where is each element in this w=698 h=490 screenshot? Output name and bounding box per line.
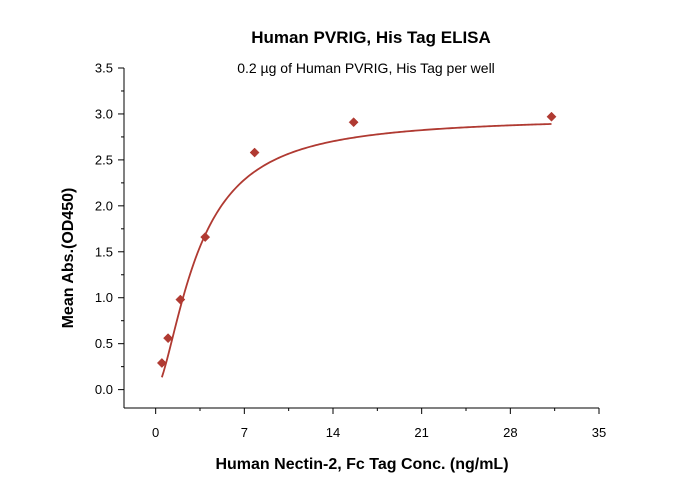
y-axis-label: Mean Abs.(OD450) xyxy=(60,188,77,329)
data-point xyxy=(249,147,260,158)
y-tick-label: 1.5 xyxy=(95,244,113,259)
y-tick-label: 0.5 xyxy=(95,336,113,351)
y-tick-label: 1.0 xyxy=(95,290,113,305)
data-point xyxy=(175,294,186,305)
x-tick-label: 35 xyxy=(592,425,606,440)
y-tick-label: 3.5 xyxy=(95,61,113,76)
data-point xyxy=(156,358,167,368)
chart-subtitle: 0.2 µg of Human PVRIG, His Tag per well xyxy=(237,60,495,76)
fit-curve xyxy=(161,123,552,378)
plot-area: 0.0 0.5 1.0 1.5 2.0 2.5 3.0 3.5 0 7 14 21 28 35 xyxy=(95,61,606,441)
x-tick-label: 7 xyxy=(241,425,248,440)
x-tick-label: 21 xyxy=(414,425,428,440)
data-point xyxy=(546,111,557,122)
y-tick-label: 0.0 xyxy=(95,382,113,397)
y-tick-label: 2.5 xyxy=(95,152,113,167)
y-tick-label: 2.0 xyxy=(95,198,113,213)
data-point xyxy=(348,117,359,128)
data-point xyxy=(163,333,174,344)
x-tick-label: 28 xyxy=(503,425,517,440)
x-tick-label: 0 xyxy=(152,425,159,440)
x-axis-label: Human Nectin-2, Fc Tag Conc. (ng/mL) xyxy=(215,456,508,473)
x-tick-label: 14 xyxy=(326,425,340,440)
chart-title: Human PVRIG, His Tag ELISA xyxy=(251,28,491,47)
data-point xyxy=(200,232,211,243)
y-tick-label: 3.0 xyxy=(95,106,113,121)
